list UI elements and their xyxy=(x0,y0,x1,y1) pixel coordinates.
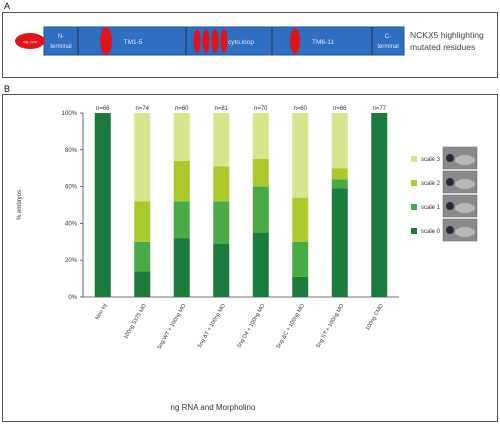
category-label: 5ng D4 + 100ng MO xyxy=(236,302,266,349)
legend-label: scale 3 xyxy=(421,157,441,163)
category-label: 5ng ΔC + 100ng MO xyxy=(276,302,307,349)
embryo-eye xyxy=(446,226,454,234)
y-axis-label: % embryos xyxy=(17,190,23,220)
segment-label-n-terminal-1: N- xyxy=(58,34,64,40)
n-label: n=81 xyxy=(214,106,228,112)
bar-segment xyxy=(173,160,190,202)
bar-segment xyxy=(331,113,348,169)
y-tick-label: 20% xyxy=(65,258,78,264)
bar-segment xyxy=(134,113,151,202)
category-label: 100ng CMO xyxy=(365,302,385,331)
legend-label: scale 0 xyxy=(421,229,441,235)
embryo-eye xyxy=(446,202,454,210)
embryo-body xyxy=(455,155,475,165)
mutation-marker xyxy=(290,28,300,54)
segment-label-tm1-5: TM1-5 xyxy=(124,39,143,46)
segment-label-tm6-11: TM6-11 xyxy=(312,39,334,46)
y-tick-label: 40% xyxy=(65,221,78,227)
bar-segment xyxy=(213,113,230,167)
n-label: n=66 xyxy=(96,106,110,112)
legend-swatch xyxy=(411,156,417,162)
bar-segment xyxy=(173,201,190,239)
grid-layer xyxy=(80,112,399,298)
y-tick-label: 80% xyxy=(65,148,78,154)
legend-layer: scale 3 scale 2 scale 1 scale 0 xyxy=(411,146,478,242)
n-label: n=60 xyxy=(175,106,189,112)
bar-segment xyxy=(292,276,309,297)
n-label: n=60 xyxy=(293,106,307,112)
signal-peptide-label: sig. pep xyxy=(23,39,38,44)
embryo-body xyxy=(455,179,475,189)
bar-segment xyxy=(213,201,230,244)
bar-segment xyxy=(371,113,388,297)
panel-b-label: B xyxy=(4,84,11,94)
bar-segment xyxy=(292,197,309,242)
mutation-marker xyxy=(100,27,112,55)
embryo-body xyxy=(455,227,475,237)
legend-swatch xyxy=(411,204,417,210)
bar-segment xyxy=(213,166,230,202)
n-label: n=74 xyxy=(135,106,149,112)
mutation-marker xyxy=(211,29,219,53)
segment-label-n-terminal-2: terminal xyxy=(50,44,71,50)
bar-segment xyxy=(173,113,190,161)
bar-segment xyxy=(94,113,111,297)
category-label: 5ng ST + 100ng MO xyxy=(315,302,345,349)
bar-segment xyxy=(134,201,151,242)
embryo-body xyxy=(455,203,475,213)
category-label: 100ng 5375 MO xyxy=(123,302,148,340)
diagram-caption-line2: mutated residues xyxy=(410,42,475,52)
mutation-marker xyxy=(193,29,201,53)
legend-label: scale 2 xyxy=(421,181,441,187)
bar-segment xyxy=(252,232,269,297)
bar-segment xyxy=(252,186,269,233)
segment-label-c-terminal-2: terminal xyxy=(377,44,398,50)
panel-a-label: A xyxy=(4,1,11,11)
signal-peptide-marker xyxy=(15,33,45,49)
bar-segment xyxy=(173,238,190,297)
mutation-marker xyxy=(202,29,210,53)
bar-segment xyxy=(292,241,309,277)
category-label: 5ng ΔT + 100ng MO xyxy=(197,302,227,349)
diagram-caption-line1: NCKX5 highlighting xyxy=(410,30,484,40)
mutation-marker xyxy=(220,29,228,53)
y-tick-label: 60% xyxy=(65,185,78,191)
segment-label-c-terminal-1: C- xyxy=(385,34,391,40)
y-tick-label: 100% xyxy=(62,111,78,117)
legend-swatch xyxy=(411,228,417,234)
y-tick-label: 0% xyxy=(68,295,77,301)
bar-segment xyxy=(292,113,309,198)
category-label: 5ng WT + 100ng MO xyxy=(157,302,188,350)
bar-segment xyxy=(331,168,348,180)
n-label: n=70 xyxy=(254,106,268,112)
panel-b: 0% 20% 40% 60% 80% 100% n=66 Non inj n=74 100ng 5… xyxy=(2,94,498,422)
bar-segment xyxy=(252,159,269,187)
bar-layer xyxy=(94,113,388,297)
x-axis-label: ng RNA and Morpholino xyxy=(171,403,256,412)
protein-diagram: sig. pep N- terminal TM1-5 cyto.loop TM6… xyxy=(15,26,484,56)
stacked-bar-chart: 0% 20% 40% 60% 80% 100% n=66 Non inj n=74 100ng 5… xyxy=(17,106,478,412)
n-label: n=66 xyxy=(333,106,347,112)
embryo-eye xyxy=(446,154,454,162)
bar-segment xyxy=(252,113,269,159)
bar-segment xyxy=(331,179,348,189)
legend-label: scale 1 xyxy=(421,205,441,211)
bar-segment xyxy=(331,188,348,297)
embryo-eye xyxy=(446,178,454,186)
bar-segment xyxy=(134,271,151,297)
category-label: Non inj xyxy=(95,303,109,321)
bar-segment xyxy=(134,241,151,272)
segment-label-cyto-loop: cyto.loop xyxy=(228,39,254,46)
panel-a: sig. pep N- terminal TM1-5 cyto.loop TM6… xyxy=(2,12,498,78)
bar-segment xyxy=(213,243,230,297)
legend-swatch xyxy=(411,180,417,186)
n-label: n=77 xyxy=(372,106,386,112)
